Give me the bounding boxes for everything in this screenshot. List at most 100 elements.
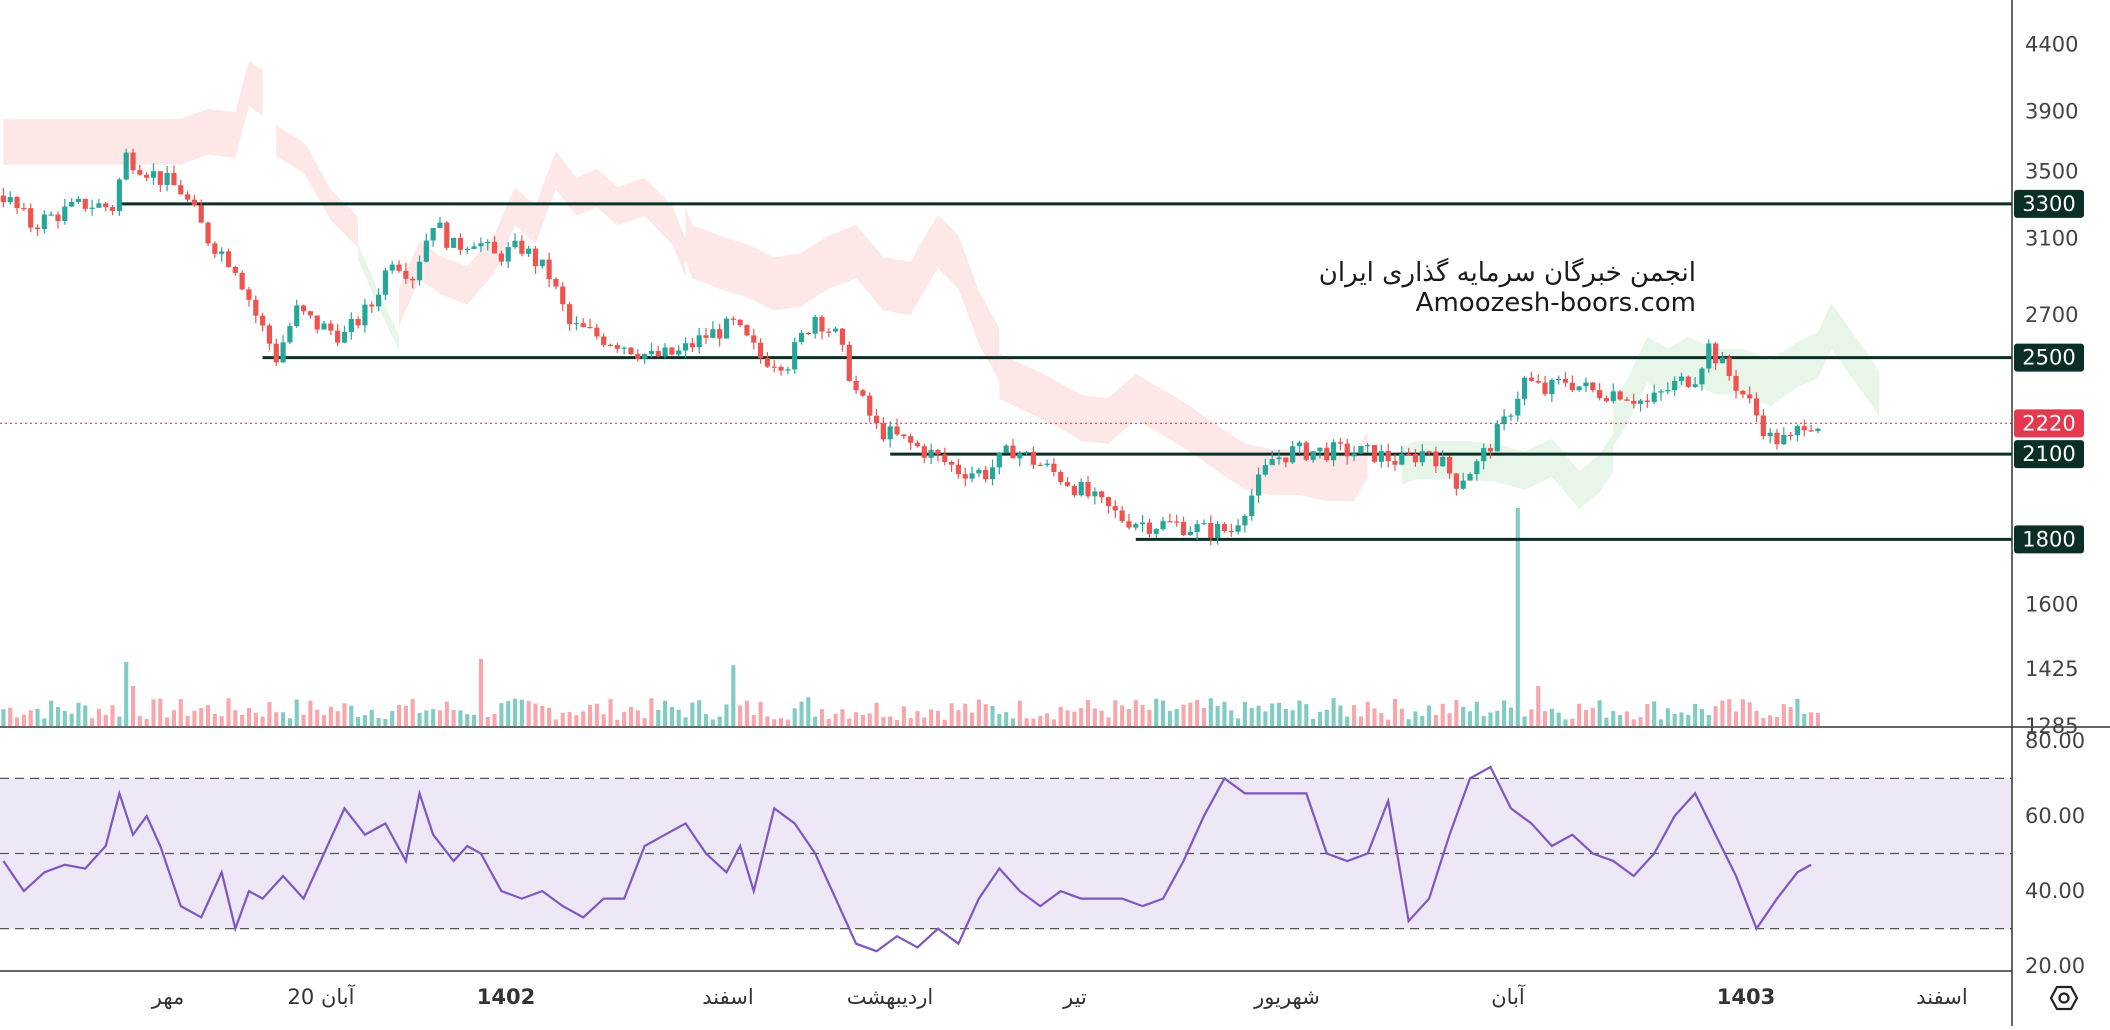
candle[interactable] (1037, 462, 1043, 467)
candle[interactable] (642, 353, 648, 364)
candle[interactable] (1651, 384, 1657, 405)
candle[interactable] (491, 236, 498, 254)
candle[interactable] (1024, 450, 1030, 456)
candle[interactable] (948, 460, 955, 472)
candle[interactable] (839, 327, 846, 352)
candle[interactable] (1535, 374, 1541, 384)
candle[interactable] (171, 165, 177, 186)
candle[interactable] (478, 237, 484, 253)
candle[interactable] (1474, 459, 1480, 481)
candle[interactable] (7, 191, 13, 205)
candle[interactable] (1330, 439, 1337, 467)
candle[interactable] (300, 304, 307, 316)
candle[interactable] (1460, 472, 1466, 491)
candle[interactable] (0, 187, 7, 208)
candle[interactable] (1201, 519, 1207, 525)
candle[interactable] (1706, 339, 1712, 373)
candle[interactable] (1440, 450, 1446, 467)
candle[interactable] (942, 447, 948, 466)
candle[interactable] (1215, 520, 1221, 545)
candle[interactable] (1242, 513, 1248, 533)
candle[interactable] (935, 448, 941, 462)
candle[interactable] (1569, 375, 1575, 393)
candle[interactable] (560, 281, 566, 312)
candle[interactable] (423, 233, 429, 263)
candle[interactable] (976, 467, 982, 478)
candle[interactable] (280, 335, 286, 364)
candle[interactable] (1774, 428, 1780, 450)
candle[interactable] (355, 316, 361, 329)
candle[interactable] (669, 346, 675, 356)
candle[interactable] (1733, 370, 1739, 399)
candle[interactable] (444, 221, 450, 251)
candle[interactable] (962, 467, 968, 487)
candle[interactable] (1549, 378, 1555, 402)
candle[interactable] (1064, 477, 1071, 488)
candle[interactable] (1119, 506, 1125, 524)
candle[interactable] (69, 198, 75, 208)
candle[interactable] (375, 288, 382, 312)
candle[interactable] (212, 241, 218, 259)
candle[interactable] (130, 148, 136, 174)
candle[interactable] (1406, 447, 1412, 456)
candle[interactable] (1344, 438, 1350, 465)
candle[interactable] (1726, 354, 1732, 381)
candle[interactable] (1105, 496, 1112, 514)
candle[interactable] (1221, 522, 1228, 533)
candle[interactable] (294, 299, 300, 328)
candle[interactable] (430, 227, 436, 247)
candle[interactable] (894, 418, 900, 436)
candle[interactable] (519, 235, 525, 257)
candle[interactable] (996, 452, 1002, 475)
candle[interactable] (1399, 446, 1405, 466)
candle[interactable] (607, 343, 614, 347)
candle[interactable] (853, 375, 859, 394)
candle[interactable] (1262, 458, 1268, 477)
candle[interactable] (908, 433, 914, 450)
candle[interactable] (437, 217, 443, 229)
candle[interactable] (635, 349, 641, 362)
candle[interactable] (989, 459, 996, 486)
candle[interactable] (1528, 371, 1535, 382)
candle[interactable] (1365, 442, 1371, 453)
candle[interactable] (860, 388, 866, 398)
candle[interactable] (751, 328, 757, 350)
candle[interactable] (505, 242, 511, 268)
candle[interactable] (601, 333, 607, 347)
candle[interactable] (1515, 391, 1521, 422)
candle[interactable] (457, 233, 464, 255)
candle[interactable] (219, 247, 225, 262)
candle[interactable] (1781, 427, 1787, 445)
candle[interactable] (362, 298, 368, 333)
candle[interactable] (1044, 459, 1050, 467)
candle[interactable] (798, 329, 805, 345)
candle[interactable] (1071, 484, 1077, 498)
candle[interactable] (1712, 341, 1719, 370)
candle[interactable] (382, 267, 389, 300)
candle[interactable] (1358, 445, 1364, 454)
candle[interactable] (239, 270, 245, 291)
candle[interactable] (1597, 383, 1603, 401)
candle[interactable] (1146, 519, 1153, 539)
candle[interactable] (1692, 377, 1698, 388)
settings-button[interactable] (2040, 978, 2088, 1018)
candle[interactable] (628, 346, 634, 356)
candle[interactable] (512, 233, 518, 249)
candle[interactable] (348, 312, 354, 340)
candle[interactable] (1603, 395, 1610, 403)
candle[interactable] (1003, 444, 1009, 454)
candle[interactable] (682, 337, 689, 358)
candle[interactable] (1385, 443, 1391, 468)
candle[interactable] (553, 277, 559, 290)
candle[interactable] (246, 286, 252, 307)
candle[interactable] (532, 246, 539, 274)
candle[interactable] (710, 321, 716, 338)
candle[interactable] (75, 196, 82, 204)
candle[interactable] (1194, 520, 1200, 540)
candle[interactable] (191, 194, 198, 207)
candle[interactable] (880, 417, 886, 442)
candle[interactable] (546, 252, 552, 288)
candle[interactable] (1610, 383, 1616, 404)
candle[interactable] (1624, 396, 1630, 402)
